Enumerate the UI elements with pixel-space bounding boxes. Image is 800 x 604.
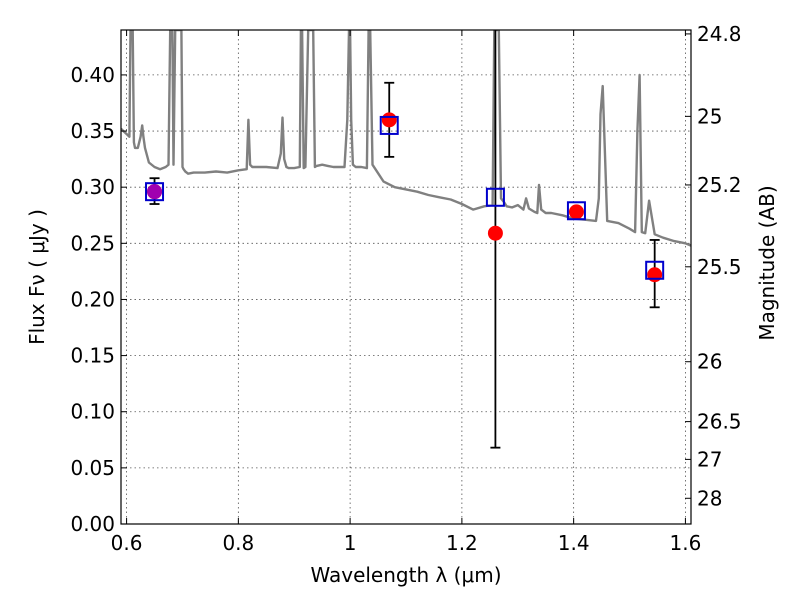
y-tick-label: 0.05 xyxy=(70,456,115,480)
y-tick-label: 0.25 xyxy=(70,231,115,255)
model-square-marker xyxy=(379,115,399,135)
y-tick-label: 0.35 xyxy=(70,119,115,143)
x-tick-label: 1.6 xyxy=(670,531,702,555)
plot-frame xyxy=(120,29,692,525)
observed-point-overlap xyxy=(147,184,163,200)
mag-tick-label: 25.5 xyxy=(697,255,742,279)
mag-tick-label: 26.5 xyxy=(697,410,742,434)
mag-tick-label: 25 xyxy=(697,104,722,128)
points-layer xyxy=(145,112,665,283)
mag-tick-label: 24.8 xyxy=(697,22,742,46)
ticks-layer: 0.6 0.8 1 1.2 1.4 1.6 0.00 0.05 0.10 0.15 0.20 0.25… xyxy=(70,22,741,555)
x-tick-label: 0.6 xyxy=(111,531,143,555)
observed-point xyxy=(568,204,584,220)
y-tick-label: 0.00 xyxy=(70,512,115,536)
y-tick-label: 0.30 xyxy=(70,175,115,199)
errorbar-layer xyxy=(149,30,660,449)
y-axis-label: Flux Fν ( μJy ) xyxy=(25,209,49,345)
y2-axis-label: Magnitude (AB) xyxy=(755,185,779,340)
y-tick-label: 0.10 xyxy=(70,400,115,424)
grid-layer xyxy=(121,30,691,525)
observed-point xyxy=(487,225,503,241)
x-tick-label: 1.2 xyxy=(446,531,478,555)
x-tick-label: 1.4 xyxy=(558,531,590,555)
mag-tick-label: 27 xyxy=(697,447,722,471)
model-square-marker xyxy=(485,187,505,207)
model-square-marker xyxy=(645,260,665,280)
x-tick-label: 1 xyxy=(344,531,357,555)
template-spectrum-line xyxy=(121,30,691,247)
observed-point xyxy=(381,112,397,128)
y-tick-label: 0.15 xyxy=(70,344,115,368)
y-tick-label: 0.40 xyxy=(70,63,115,87)
observed-point xyxy=(647,267,663,283)
y-tick-label: 0.20 xyxy=(70,287,115,311)
model-square-marker xyxy=(566,201,586,221)
mag-tick-label: 26 xyxy=(697,350,722,374)
mag-tick-label: 25.2 xyxy=(697,173,742,197)
spectrum-layer xyxy=(121,30,691,247)
model-square-marker xyxy=(145,182,165,202)
x-tick-label: 0.8 xyxy=(222,531,254,555)
mag-tick-label: 28 xyxy=(697,486,722,510)
x-axis-label: Wavelength λ (μm) xyxy=(310,563,501,587)
